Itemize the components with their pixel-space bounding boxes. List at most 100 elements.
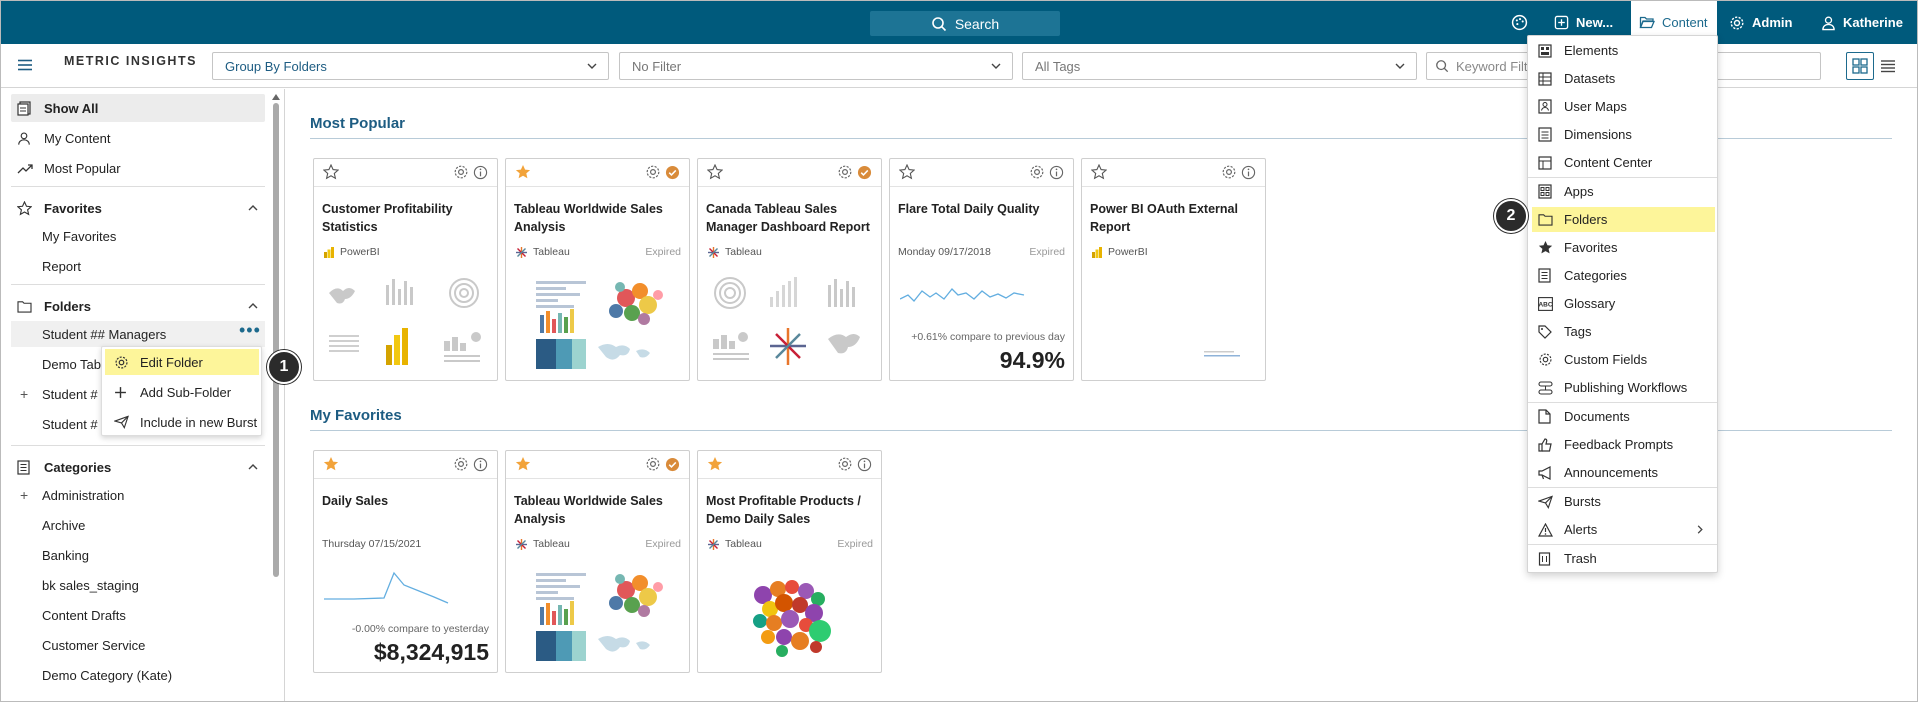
menu-item-feedback-prompts[interactable]: Feedback Prompts bbox=[1532, 432, 1715, 457]
info-icon[interactable] bbox=[1049, 165, 1064, 180]
star-outline-icon[interactable] bbox=[707, 164, 723, 180]
gear-icon[interactable] bbox=[453, 164, 469, 180]
more-options-icon[interactable]: ••• bbox=[239, 320, 261, 340]
menu-item-announcements[interactable]: Announcements bbox=[1532, 460, 1715, 485]
menu-item-custom-fields[interactable]: Custom Fields bbox=[1532, 347, 1715, 372]
gear-icon[interactable] bbox=[837, 164, 853, 180]
tags-select[interactable]: All Tags bbox=[1022, 52, 1417, 80]
gear-icon[interactable] bbox=[837, 456, 853, 472]
check-circle-icon[interactable] bbox=[857, 165, 872, 180]
category-item[interactable]: bk sales_staging bbox=[42, 578, 139, 593]
element-card[interactable]: Most Profitable Products / Demo Daily Sa… bbox=[697, 450, 882, 673]
star-outline-icon[interactable] bbox=[899, 164, 915, 180]
user-menu-button[interactable]: Katherine bbox=[1821, 1, 1903, 44]
metric-card[interactable]: Flare Total Daily Quality Monday 09/17/2… bbox=[889, 158, 1074, 381]
new-button[interactable]: New... bbox=[1554, 1, 1613, 44]
menu-item-label: Alerts bbox=[1564, 522, 1598, 537]
sidebar-item-show-all[interactable]: Show All bbox=[11, 94, 265, 122]
sidebar-item-label: My Content bbox=[44, 130, 111, 146]
global-search-button[interactable]: Search bbox=[870, 11, 1060, 36]
menu-item-datasets[interactable]: Datasets bbox=[1532, 66, 1715, 91]
menu-item-content-center[interactable]: Content Center bbox=[1532, 150, 1715, 175]
search-icon bbox=[932, 16, 946, 31]
user-icon bbox=[1822, 16, 1835, 30]
info-icon[interactable] bbox=[1241, 165, 1256, 180]
menu-item-favorites[interactable]: Favorites bbox=[1532, 235, 1715, 260]
card-source-label: PowerBI bbox=[1108, 246, 1148, 258]
check-circle-icon[interactable] bbox=[665, 457, 680, 472]
sidebar-scrollbar-thumb[interactable] bbox=[273, 103, 279, 577]
group-by-select[interactable]: Group By Folders bbox=[212, 52, 609, 80]
gear-icon[interactable] bbox=[1029, 164, 1045, 180]
expand-plus-icon[interactable]: + bbox=[20, 487, 29, 503]
info-icon[interactable] bbox=[857, 457, 872, 472]
filter-select[interactable]: No Filter bbox=[619, 52, 1013, 80]
sidebar-item-my-favorites[interactable]: My Favorites bbox=[42, 229, 117, 244]
element-card[interactable]: Customer Profitability Statistics PowerB… bbox=[313, 158, 498, 381]
folder-context-menu: Edit Folder Add Sub-Folder Include in ne… bbox=[101, 346, 262, 436]
category-item[interactable]: Customer Service bbox=[42, 638, 146, 653]
sidebar-item-report[interactable]: Report bbox=[42, 259, 82, 274]
star-filled-icon[interactable] bbox=[515, 164, 531, 180]
sidebar-item-my-content[interactable]: My Content bbox=[11, 124, 265, 152]
check-circle-icon[interactable] bbox=[665, 165, 680, 180]
categories-header[interactable]: Categories bbox=[11, 454, 265, 480]
element-card[interactable]: Tableau Worldwide Sales Analysis Tableau… bbox=[505, 450, 690, 673]
scroll-up-arrow-icon[interactable] bbox=[272, 93, 280, 101]
menu-item-user-maps[interactable]: User Maps bbox=[1532, 94, 1715, 119]
star-filled-icon[interactable] bbox=[707, 456, 723, 472]
menu-item-publishing-workflows[interactable]: Publishing Workflows bbox=[1532, 375, 1715, 400]
menu-item-trash[interactable]: Trash bbox=[1532, 546, 1715, 571]
info-icon[interactable] bbox=[473, 457, 488, 472]
star-outline-icon[interactable] bbox=[323, 164, 339, 180]
menu-item-folders[interactable]: Folders bbox=[1532, 207, 1715, 232]
sidebar-scrollbar-track[interactable] bbox=[272, 93, 280, 583]
info-icon[interactable] bbox=[473, 165, 488, 180]
gear-icon[interactable] bbox=[453, 456, 469, 472]
category-item[interactable]: Banking bbox=[42, 548, 89, 563]
folder-item-student[interactable]: Student # bbox=[42, 417, 98, 432]
hamburger-menu-button[interactable] bbox=[18, 58, 32, 76]
card-expired-label: Expired bbox=[645, 538, 681, 550]
element-card[interactable]: Tableau Worldwide Sales Analysis Tableau… bbox=[505, 158, 690, 381]
add-sub-folder-menu-item[interactable]: Add Sub-Folder bbox=[105, 379, 259, 405]
list-view-button[interactable] bbox=[1874, 52, 1902, 80]
expand-plus-icon[interactable]: + bbox=[20, 386, 29, 402]
edit-folder-menu-item[interactable]: Edit Folder bbox=[105, 349, 259, 375]
menu-item-bursts[interactable]: Bursts bbox=[1532, 489, 1715, 514]
menu-item-apps[interactable]: Apps bbox=[1532, 179, 1715, 204]
category-item[interactable]: Archive bbox=[42, 518, 86, 533]
menu-item-alerts[interactable]: Alerts bbox=[1532, 517, 1715, 542]
metric-card[interactable]: Daily Sales Thursday 07/15/2021 -0.00% c… bbox=[313, 450, 498, 673]
category-item[interactable]: Content Drafts bbox=[42, 608, 126, 623]
menu-item-documents[interactable]: Documents bbox=[1532, 404, 1715, 429]
sidebar-item-most-popular[interactable]: Most Popular bbox=[11, 154, 265, 182]
element-card[interactable]: Canada Tableau Sales Manager Dashboard R… bbox=[697, 158, 882, 381]
palette-button[interactable] bbox=[1511, 1, 1533, 44]
favorites-header[interactable]: Favorites bbox=[11, 195, 265, 221]
folders-header[interactable]: Folders bbox=[11, 293, 265, 319]
folder-row-selected[interactable] bbox=[11, 321, 265, 347]
menu-item-label: Announcements bbox=[1564, 465, 1658, 480]
menu-item-categories[interactable]: Categories bbox=[1532, 263, 1715, 288]
category-item[interactable]: Demo Category (Kate) bbox=[42, 668, 173, 683]
menu-item-glossary[interactable]: ABC Glossary bbox=[1532, 291, 1715, 316]
grid-view-button[interactable] bbox=[1846, 52, 1874, 80]
admin-button[interactable]: Admin bbox=[1729, 1, 1792, 44]
star-outline-icon[interactable] bbox=[1091, 164, 1107, 180]
folder-item-demo-tab[interactable]: Demo Tab bbox=[42, 357, 102, 372]
folder-item-student[interactable]: Student # bbox=[42, 387, 98, 402]
menu-item-tags[interactable]: Tags bbox=[1532, 319, 1715, 344]
include-in-burst-menu-item[interactable]: Include in new Burst bbox=[105, 409, 259, 435]
app-logo: METRIC INSIGHTS bbox=[64, 54, 197, 68]
category-item[interactable]: Administration bbox=[42, 488, 125, 503]
menu-item-dimensions[interactable]: Dimensions bbox=[1532, 122, 1715, 147]
gear-icon[interactable] bbox=[645, 456, 661, 472]
gear-icon[interactable] bbox=[1221, 164, 1237, 180]
star-filled-icon[interactable] bbox=[515, 456, 531, 472]
menu-item-elements[interactable]: Elements bbox=[1532, 38, 1715, 63]
folder-item-student-managers[interactable]: Student ## Managers bbox=[42, 327, 167, 342]
gear-icon[interactable] bbox=[645, 164, 661, 180]
star-filled-icon[interactable] bbox=[323, 456, 339, 472]
element-card[interactable]: Power BI OAuth External Report PowerBI bbox=[1081, 158, 1266, 381]
